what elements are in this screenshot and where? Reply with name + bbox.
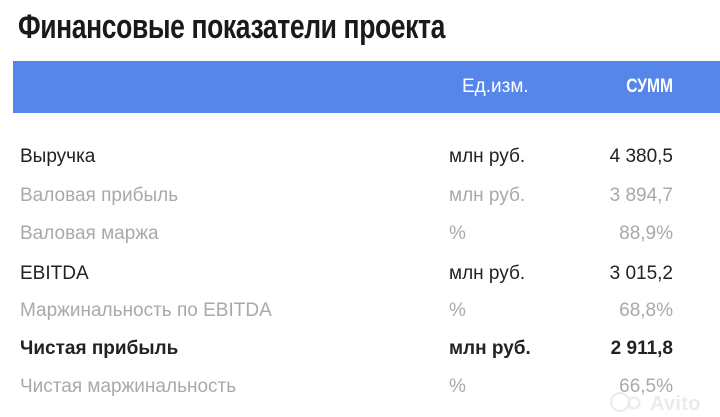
svg-text:Avito: Avito xyxy=(650,393,701,415)
